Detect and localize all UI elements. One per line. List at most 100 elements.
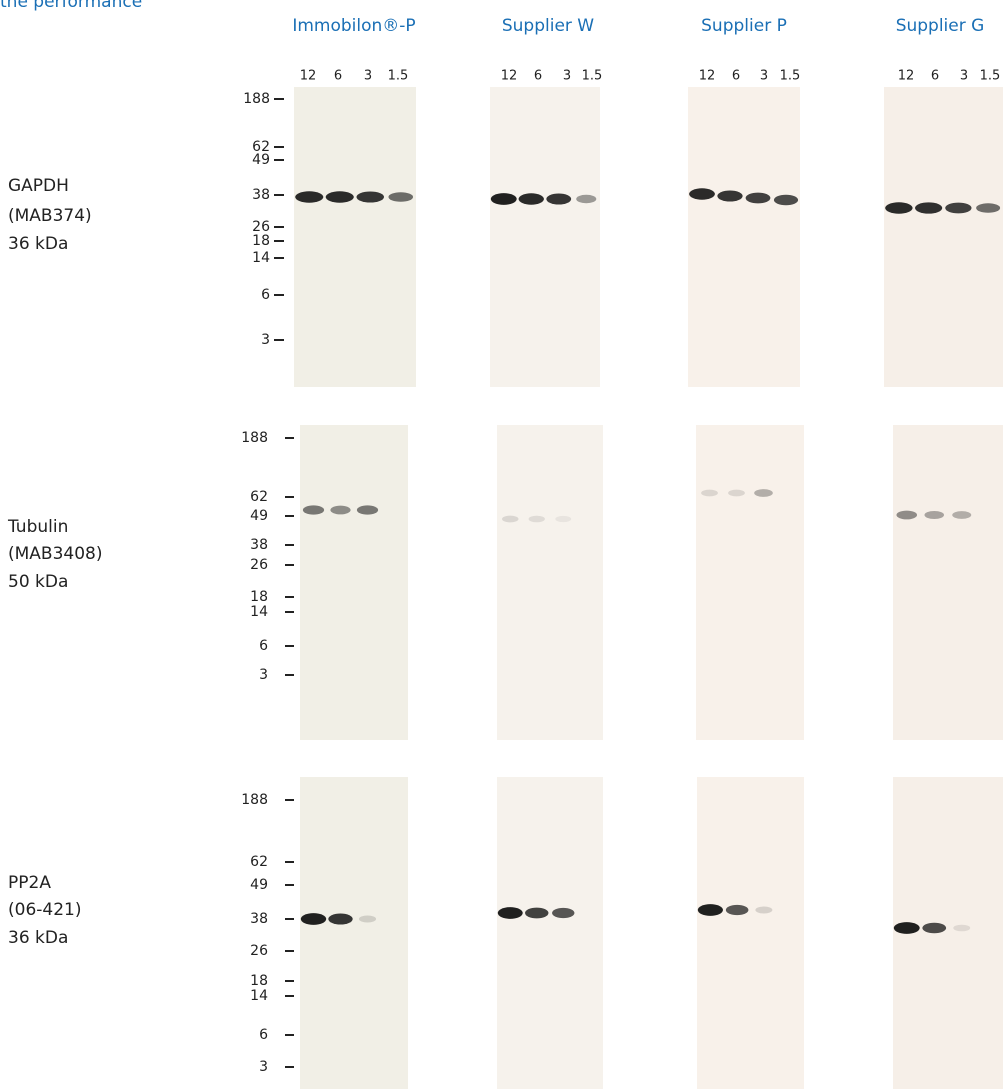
header-fragment: the performance: [0, 0, 142, 12]
blot-band: [728, 489, 745, 497]
row-label: PP2A: [8, 873, 51, 893]
blot-band: [525, 907, 549, 919]
blot-band: [896, 510, 918, 520]
marker-label: 14: [250, 604, 268, 620]
marker-label: 62: [250, 489, 268, 505]
row-label: GAPDH: [8, 176, 69, 196]
row-label: 36 kDa: [8, 928, 68, 948]
blot-membrane: [300, 425, 408, 740]
blot-membrane: [884, 87, 1003, 387]
marker-label: 38: [250, 537, 268, 553]
marker-label: 6: [259, 1027, 268, 1043]
column-title: Supplier W: [502, 16, 594, 36]
marker-label: 188: [243, 91, 270, 107]
blot-membrane: [300, 777, 408, 1089]
marker-label: 26: [250, 557, 268, 573]
blot-band: [295, 191, 324, 203]
marker-label: 18: [250, 589, 268, 605]
blot-band: [701, 489, 718, 497]
blot-band: [922, 922, 947, 934]
blot-membrane: [490, 87, 600, 387]
blot-band: [924, 510, 945, 520]
blot-band: [552, 907, 575, 919]
blot-band: [717, 190, 743, 202]
lane-label: 3: [364, 69, 372, 84]
lane-label: 12: [300, 69, 317, 84]
blot-band: [302, 505, 325, 515]
blot-band: [358, 915, 377, 923]
blot-band: [555, 515, 572, 523]
blot-membrane: [696, 425, 804, 740]
lane-label: 12: [501, 69, 518, 84]
blot-band: [885, 202, 913, 214]
row-label: (MAB3408): [8, 544, 103, 564]
blot-band: [388, 192, 414, 202]
blot-band: [976, 203, 1001, 213]
lane-label: 1.5: [582, 69, 603, 84]
blot-band: [497, 907, 523, 919]
marker-label: 3: [259, 667, 268, 683]
lane-label: 3: [760, 69, 768, 84]
blot-band: [915, 202, 943, 214]
marker-label: 18: [252, 233, 270, 249]
lane-label: 6: [534, 69, 542, 84]
lane-label: 6: [732, 69, 740, 84]
blot-band: [952, 511, 972, 519]
marker-label: 49: [250, 877, 268, 893]
column-title: Supplier G: [896, 16, 985, 36]
lane-label: 1.5: [980, 69, 1001, 84]
lane-label: 3: [563, 69, 571, 84]
blot-band: [725, 904, 749, 916]
marker-label: 26: [250, 943, 268, 959]
marker-label: 6: [261, 287, 270, 303]
lane-label: 3: [960, 69, 968, 84]
marker-label: 14: [250, 988, 268, 1004]
marker-label: 14: [252, 250, 270, 266]
blot-band: [502, 515, 519, 523]
blot-band: [546, 193, 572, 205]
blot-band: [773, 194, 799, 206]
marker-label: 62: [252, 139, 270, 155]
blot-band: [490, 193, 517, 205]
blot-membrane: [294, 87, 416, 387]
blot-band: [754, 489, 773, 497]
row-label: (MAB374): [8, 206, 92, 226]
lane-label: 12: [898, 69, 915, 84]
blot-membrane: [497, 777, 603, 1089]
blot-band: [953, 924, 971, 932]
blot-band: [356, 505, 379, 515]
blot-band: [518, 193, 544, 205]
marker-label: 26: [252, 219, 270, 235]
marker-label: 62: [250, 854, 268, 870]
blot-band: [300, 913, 327, 925]
marker-label: 188: [241, 430, 268, 446]
row-label: Tubulin: [7, 517, 68, 537]
marker-label: 18: [250, 973, 268, 989]
blot-band: [330, 505, 351, 515]
lane-label: 12: [699, 69, 716, 84]
blot-band: [893, 922, 920, 934]
lane-label: 6: [931, 69, 939, 84]
marker-label: 49: [252, 152, 270, 168]
blot-band: [356, 191, 385, 203]
blot-membrane: [697, 777, 804, 1089]
blot-band: [576, 194, 597, 204]
row-label: (06-421): [8, 900, 81, 920]
marker-label: 6: [259, 638, 268, 654]
blot-band: [755, 906, 773, 914]
blot-band: [945, 202, 972, 214]
column-title: Supplier P: [701, 16, 787, 36]
lane-label: 1.5: [388, 69, 409, 84]
blot-band: [325, 191, 354, 203]
blot-band: [745, 192, 771, 204]
blot-band: [528, 515, 545, 523]
marker-label: 3: [259, 1059, 268, 1075]
marker-label: 188: [241, 792, 268, 808]
column-title: Immobilon®-P: [292, 16, 415, 36]
row-label: 36 kDa: [8, 234, 68, 254]
marker-label: 38: [252, 187, 270, 203]
blot-membrane: [688, 87, 800, 387]
blot-band: [697, 904, 723, 916]
lane-label: 1.5: [780, 69, 801, 84]
